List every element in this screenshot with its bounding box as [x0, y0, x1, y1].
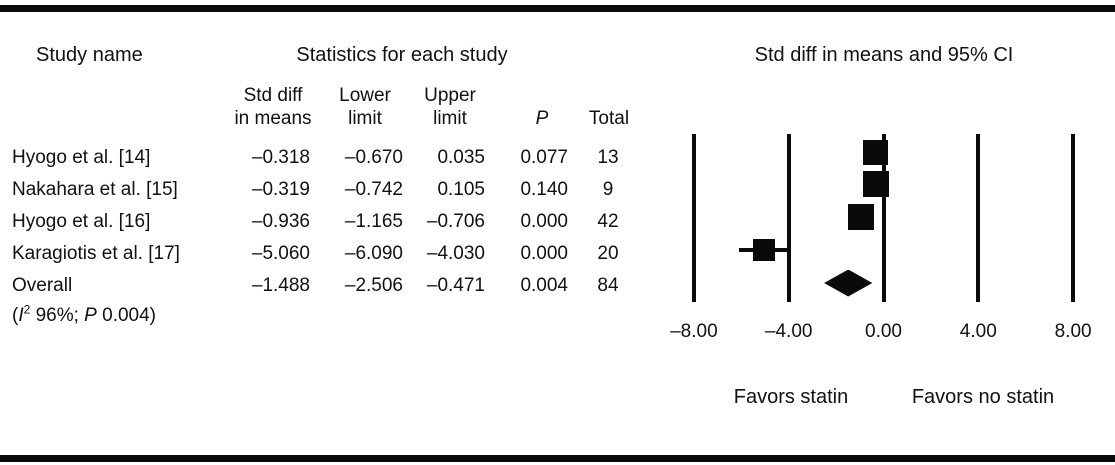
total-cell: 13 [597, 147, 619, 168]
lower-limit-cell: –6.090 [344, 243, 403, 264]
axis-tick-label: –8.00 [670, 321, 718, 342]
study-name-cell: Hyogo et al. [16] [12, 211, 151, 232]
axis-tick-label: 0.00 [865, 321, 902, 342]
favors-statin-label: Favors statin [733, 386, 849, 408]
study-point-square [862, 171, 889, 197]
std-diff-cell: –0.318 [251, 147, 310, 168]
overall-diamond [824, 269, 873, 297]
total-cell: 9 [602, 179, 614, 200]
axis-gridline [976, 134, 981, 302]
total-cell: 84 [597, 275, 619, 296]
axis-gridline [1071, 134, 1076, 302]
p-value-cell: 0.140 [520, 179, 568, 200]
study-name-cell: Karagiotis et al. [17] [12, 243, 180, 264]
col-header-upper-limit: Upper limit [424, 85, 476, 129]
axis-tick-label: 8.00 [1054, 321, 1092, 342]
study-point-square [863, 139, 889, 165]
study-name-cell: Hyogo et al. [14] [12, 147, 151, 168]
upper-limit-cell: –0.706 [426, 211, 485, 232]
study-point-square [752, 239, 775, 261]
favors-no-statin-label: Favors no statin [911, 386, 1055, 408]
bottom-rule [0, 455, 1115, 462]
total-cell: 20 [597, 243, 619, 264]
col-header-p: P [535, 108, 549, 129]
axis-tick-label: –4.00 [764, 321, 813, 342]
std-diff-cell: –0.319 [251, 179, 310, 200]
std-diff-cell: –5.060 [251, 243, 310, 264]
std-diff-cell: –1.488 [251, 275, 310, 296]
axis-gridline [786, 134, 791, 302]
col-header-std-diff: Std diff in means [234, 85, 312, 129]
plot-header: Std diff in means and 95% CI [754, 44, 1014, 66]
upper-limit-cell: 0.035 [437, 147, 485, 168]
col-header-total: Total [588, 108, 630, 129]
p-value-cell: 0.004 [520, 275, 568, 296]
axis-tick-label: 4.00 [959, 321, 997, 342]
top-rule [0, 5, 1115, 12]
study-point-square [848, 204, 875, 230]
statistics-header: Statistics for each study [296, 44, 508, 66]
study-name-cell: Overall [12, 275, 73, 296]
total-cell: 42 [597, 211, 619, 232]
upper-limit-cell: –0.471 [426, 275, 485, 296]
p-value-cell: 0.077 [520, 147, 568, 168]
p-value-cell: 0.000 [520, 243, 568, 264]
lower-limit-cell: –1.165 [344, 211, 403, 232]
upper-limit-cell: –4.030 [426, 243, 485, 264]
p-value-cell: 0.000 [520, 211, 568, 232]
col-header-lower-limit: Lower limit [339, 85, 391, 129]
lower-limit-cell: –0.670 [344, 147, 403, 168]
study-name-cell: Nakahara et al. [15] [12, 179, 178, 200]
axis-gridline [691, 134, 696, 302]
study-name-header: Study name [36, 44, 143, 66]
overall-heterogeneity-note: (I2 96%; P 0.004) [12, 302, 157, 326]
upper-limit-cell: 0.105 [437, 179, 485, 200]
lower-limit-cell: –2.506 [344, 275, 403, 296]
lower-limit-cell: –0.742 [344, 179, 403, 200]
std-diff-cell: –0.936 [251, 211, 310, 232]
axis-gridline [881, 134, 886, 302]
